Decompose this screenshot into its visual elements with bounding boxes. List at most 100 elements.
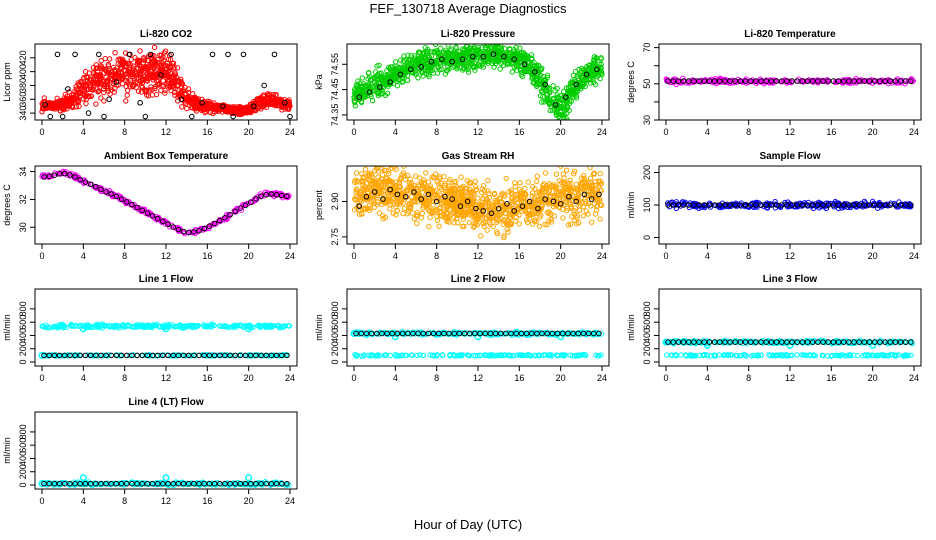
- density-point: [536, 80, 542, 87]
- average-point: [147, 51, 154, 58]
- average-point: [82, 179, 89, 185]
- density-point: [380, 213, 386, 219]
- density-point: [365, 76, 371, 82]
- average-point: [261, 82, 267, 89]
- average-point: [758, 202, 764, 208]
- density-point: [479, 44, 485, 51]
- density-point: [576, 77, 582, 83]
- panel-ylabel: kPa: [314, 74, 324, 90]
- density-point: [536, 189, 542, 195]
- density-point: [246, 322, 253, 328]
- density-point: [458, 206, 465, 212]
- average-point: [588, 196, 595, 202]
- average-point: [794, 202, 801, 208]
- density-point: [516, 221, 523, 227]
- average-point: [573, 198, 579, 205]
- average-point: [685, 78, 692, 84]
- average-point: [778, 202, 785, 208]
- density-point: [427, 204, 433, 210]
- density-point: [383, 167, 389, 174]
- average-point: [278, 352, 285, 359]
- density-point: [153, 91, 160, 98]
- average-point: [768, 202, 775, 208]
- average-point: [129, 352, 135, 359]
- density-point: [555, 196, 561, 203]
- x-tick-label: 8: [122, 373, 127, 383]
- density-point: [186, 323, 192, 329]
- average-point: [691, 78, 697, 84]
- average-point: [216, 352, 223, 359]
- density-point: [168, 353, 174, 359]
- density-point: [361, 174, 367, 181]
- average-point: [160, 352, 166, 359]
- average-point: [106, 96, 112, 103]
- density-point: [61, 323, 68, 329]
- average-point: [158, 72, 164, 78]
- density-point: [492, 199, 499, 206]
- density-point: [501, 218, 507, 224]
- density-point: [448, 61, 454, 68]
- density-point: [500, 62, 507, 69]
- density-point: [494, 44, 498, 45]
- average-point: [696, 78, 702, 84]
- average-point: [794, 78, 801, 84]
- density-point: [902, 81, 908, 87]
- panel-ylabel: degrees C: [2, 184, 12, 226]
- density-point: [560, 171, 566, 177]
- density-point: [564, 118, 570, 120]
- y-tick-label: 32: [18, 194, 28, 204]
- density-point: [95, 89, 101, 95]
- density-point: [522, 207, 528, 214]
- density-point: [93, 62, 100, 68]
- density-point: [479, 215, 486, 221]
- density-point: [98, 58, 104, 64]
- density-point: [265, 99, 272, 106]
- density-point: [518, 191, 524, 197]
- density-point: [528, 52, 535, 58]
- density-point: [100, 86, 107, 92]
- density-point: [142, 68, 148, 74]
- density-point: [419, 210, 425, 217]
- average-point: [840, 78, 847, 84]
- average-point: [711, 78, 718, 84]
- density-point: [438, 45, 444, 51]
- density-point: [772, 199, 778, 205]
- average-point: [670, 78, 677, 84]
- average-point: [108, 191, 115, 197]
- average-point: [387, 186, 393, 193]
- average-point: [127, 51, 133, 58]
- density-point: [364, 82, 370, 89]
- x-tick-label: 12: [161, 373, 171, 383]
- density-point: [394, 83, 401, 89]
- average-point: [394, 191, 401, 198]
- density-point: [458, 174, 464, 180]
- density-point: [598, 187, 605, 194]
- density-point: [351, 98, 357, 104]
- density-point: [127, 352, 133, 359]
- density-point: [170, 74, 176, 80]
- x-tick-label: 16: [202, 373, 212, 383]
- density-point: [486, 191, 492, 197]
- density-point: [124, 92, 130, 98]
- density-point: [355, 78, 361, 84]
- density-point: [127, 66, 133, 72]
- average-point: [488, 210, 495, 217]
- density-point: [559, 112, 565, 118]
- density-point: [546, 187, 553, 193]
- density-point: [171, 83, 177, 89]
- average-point: [763, 202, 770, 208]
- density-point: [134, 75, 140, 81]
- average-point: [581, 191, 588, 198]
- density-point: [426, 224, 432, 230]
- density-point: [405, 187, 411, 193]
- density-point: [537, 72, 544, 79]
- density-point: [459, 223, 466, 230]
- density-point: [145, 76, 152, 82]
- average-point: [227, 352, 233, 359]
- density-point: [568, 204, 574, 210]
- density-point: [156, 69, 163, 76]
- average-point: [77, 352, 84, 359]
